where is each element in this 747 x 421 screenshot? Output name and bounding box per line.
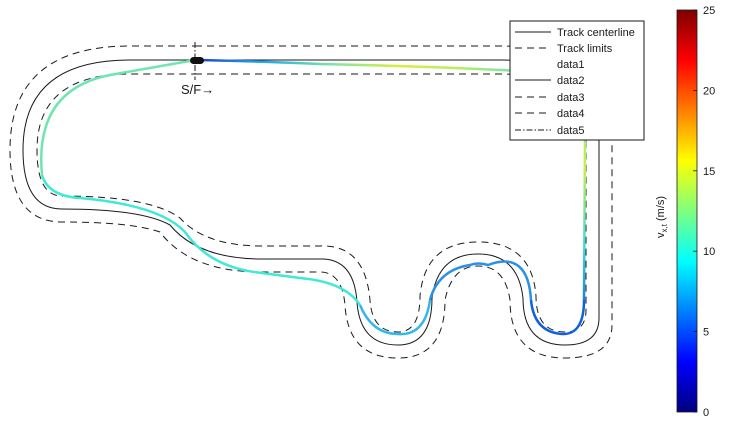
track-limit-inner [36, 73, 587, 333]
colorbar-gradient [676, 9, 698, 413]
legend-label-track-limits: Track limits [557, 43, 613, 55]
colorbar-tick-label: 25 [703, 5, 715, 17]
start-finish-label: S/F→ [181, 82, 214, 97]
legend-entry-data2: data2 [515, 75, 585, 87]
colorbar-label-subscript: x,t [660, 223, 669, 232]
colorbar-label: vx,t (m/s) [655, 196, 669, 238]
legend-entry-data3: data3 [515, 92, 585, 104]
colorbar-label-main: v [655, 232, 667, 238]
speed-trace-middle-hill [428, 260, 533, 301]
legend-entry-data4: data4 [515, 108, 585, 120]
legend-label-data2: data2 [557, 75, 585, 87]
legend-label-track-centerline: Track centerline [557, 27, 635, 39]
legend-label-data3: data3 [557, 92, 585, 104]
speed-trace-right-straight [582, 141, 587, 301]
colorbar-tick-label: 10 [703, 246, 715, 258]
legend: Track centerline Track limits data1 data… [509, 20, 645, 141]
speed-trace-left-hairpin-bottom [358, 299, 432, 336]
speed-trace-left-hairpin [40, 58, 196, 176]
legend-entry-data1: data1 [557, 59, 585, 71]
colorbar-ticks: 0 5 10 15 20 25 [693, 5, 715, 419]
legend-label-data1: data1 [557, 59, 585, 71]
legend-entry-data5: data5 [515, 125, 585, 137]
colorbar-tick-label: 20 [703, 85, 715, 97]
legend-entry-track-limits: Track limits [515, 43, 613, 55]
speed-trace-start-straight [194, 58, 501, 72]
track-centerline [22, 59, 600, 346]
colorbar-tick-label: 5 [703, 327, 709, 339]
colorbar: 0 5 10 15 20 25 vx,t (m/s) [655, 5, 715, 419]
legend-label-data4: data4 [557, 108, 585, 120]
legend-label-data5: data5 [557, 125, 585, 137]
colorbar-tick-label: 0 [703, 407, 709, 419]
car-marker [190, 57, 204, 64]
legend-entry-track-centerline: Track centerline [515, 27, 635, 39]
colorbar-tick-label: 15 [703, 166, 715, 178]
colorbar-label-unit: (m/s) [655, 196, 667, 224]
speed-trace-esses [40, 174, 362, 306]
track-limit-outer [9, 45, 613, 359]
speed-trace-right-hairpin [529, 299, 586, 336]
